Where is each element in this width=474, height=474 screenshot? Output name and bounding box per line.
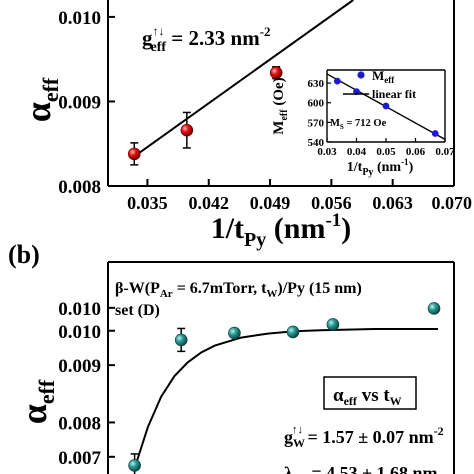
inset-ytick-label: 540 (308, 137, 325, 149)
inset-xtick-label: 0.07 (435, 146, 455, 158)
panel-b-data-point (174, 333, 188, 347)
panel-b-data-point (128, 459, 141, 472)
inset-data-point (431, 130, 439, 137)
panel-a-ylabel: αeff (18, 77, 63, 122)
inset-ticks: 0.03 0.04 0.05 0.06 0.07 540 570 600 630 (308, 78, 456, 158)
panel-b-data-point (228, 326, 241, 340)
inset-ylabel: Meff (Oe) (271, 77, 290, 134)
panel-a-fit-line (133, 0, 354, 158)
panel-b-ytick-label: 0.010 (58, 299, 101, 320)
panel-a-geff-annotation: g↑↓ eff = 2.33 nm-2 (142, 24, 271, 55)
panel-a-xtick-label: 0.042 (188, 193, 229, 213)
panel-b-label: (b) (8, 240, 40, 269)
inset-xtick-label: 0.03 (317, 146, 337, 158)
inset-xlabel: 1/tPy (nm-1) (347, 157, 414, 178)
panel-b-lambda-annotation: λSD = 4.53 ± 1.68 nm (284, 463, 438, 474)
panel-a-ytick-label: 0.010 (58, 8, 101, 29)
panel-a-xlabel: 1/tPy (nm-1) (211, 210, 352, 251)
panel-a-xtick-label: 0.035 (127, 193, 168, 213)
panel-a-xtick-label: 0.056 (311, 193, 352, 213)
panel-b-ytick-label: 0.008 (58, 413, 101, 434)
panel-b-ylabel: αeff (14, 379, 59, 424)
inset-xtick-label: 0.05 (376, 146, 396, 158)
panel-a-fit (133, 0, 354, 158)
panel-b-data-point (326, 318, 340, 331)
panel-b-data-point (286, 325, 300, 339)
panel-b-ytick-label: 0.009 (58, 356, 101, 377)
panel-b-legend-text: αeff vs tW (333, 385, 402, 408)
panel-b-fit (133, 328, 438, 469)
panel-a-ytick-label: 0.008 (58, 177, 101, 198)
panel-a-ytick-label: 0.009 (58, 92, 101, 113)
inset-xtick-label: 0.04 (347, 146, 367, 158)
panel-b-axes-frame (107, 261, 455, 474)
panel-a-points (127, 66, 283, 166)
panel-a-axes-frame (107, 0, 455, 187)
inset-legend-scatter-label: Meff (372, 68, 395, 85)
panel-b-sample-line-1: β-W(PAr = 6.7mTorr, tW)/Py (15 nm) (115, 280, 362, 300)
panel-b-points (128, 302, 441, 474)
panel-b-legend-box (323, 376, 417, 410)
panel-b-data-point (427, 302, 441, 315)
inset-xtick-label: 0.06 (406, 146, 426, 158)
panel-a-data-point (127, 147, 141, 161)
panel-a: 0.035 0.042 0.049 0.056 0.063 0.070 0.008 0.009… (18, 0, 472, 251)
panel-a-xtick-label: 0.063 (372, 193, 413, 213)
panel-a-xtick-label: 0.070 (432, 193, 473, 213)
inset-legend-marker (357, 71, 365, 79)
panel-a-data-point (269, 66, 283, 80)
inset-ytick-label: 630 (308, 78, 325, 90)
panel-a-ticks: 0.035 0.042 0.049 0.056 0.063 0.070 0.008 0.009… (58, 8, 472, 213)
inset-legend-line-label: linear fit (372, 87, 416, 101)
panel-b-fit-curve (133, 328, 438, 469)
panel-b-sample-line-2: set (D) (115, 302, 160, 319)
panel-b-gw-annotation: gW↑↓ = 1.57 ± 0.07 nm-2 (284, 424, 444, 450)
panel-b-ytick-label: 0.007 (58, 448, 101, 469)
inset-data-point (333, 77, 341, 85)
inset-chart: 0.03 0.04 0.05 0.06 0.07 540 570 600 630 Meff (O… (271, 68, 455, 178)
panel-a-data-point (180, 123, 194, 137)
inset-ms-annotation: MS = 712 Oe (330, 118, 387, 131)
panel-b-ytick-label: 0.010 (58, 322, 101, 343)
inset-ytick-label: 570 (308, 117, 325, 129)
panel-a-xtick-label: 0.049 (250, 193, 291, 213)
inset-data-point (382, 102, 390, 110)
inset-ytick-label: 600 (308, 98, 325, 110)
